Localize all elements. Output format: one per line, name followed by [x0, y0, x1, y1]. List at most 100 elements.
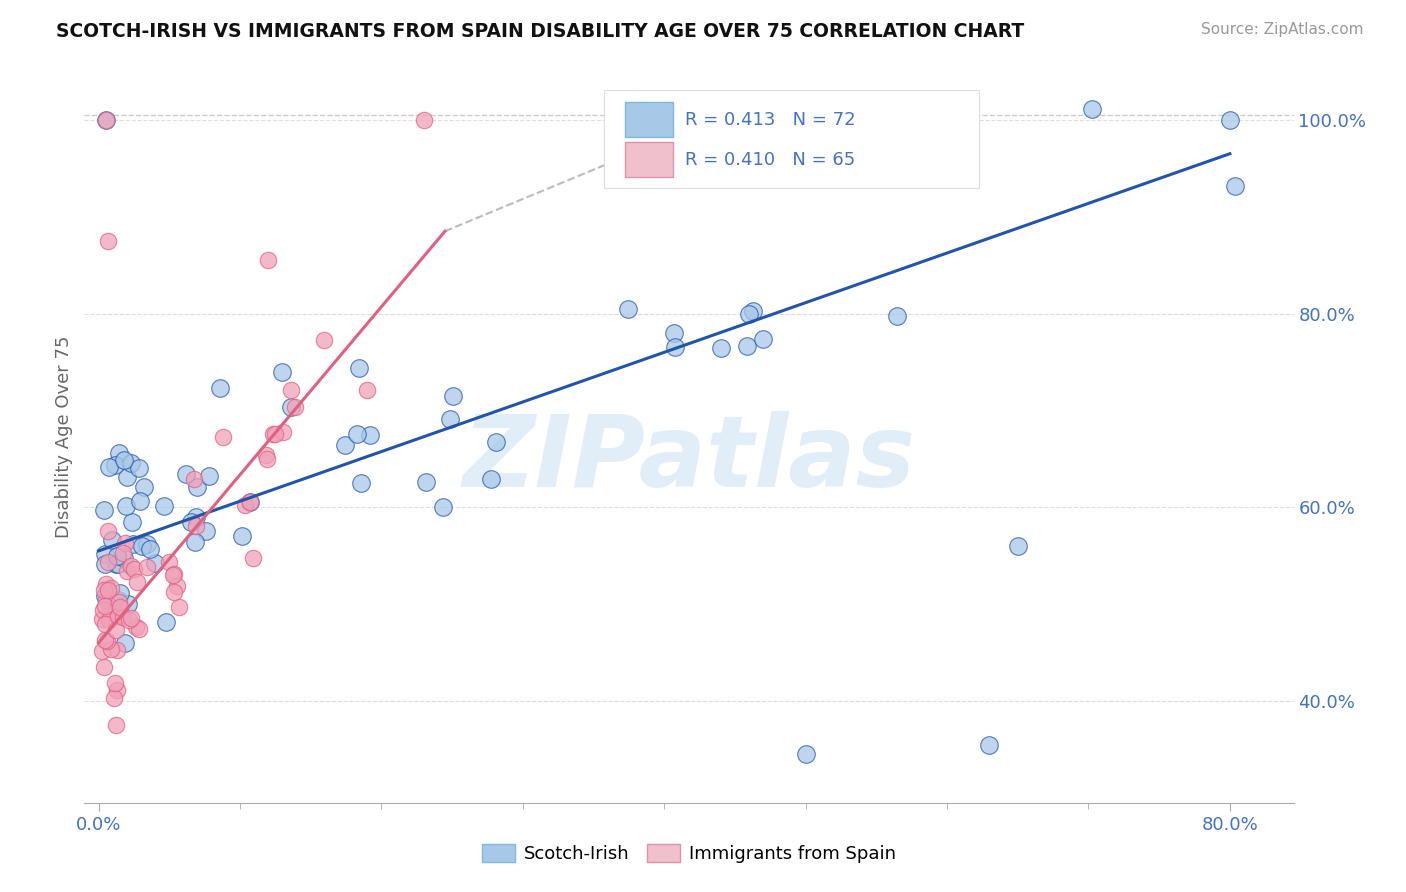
Point	[198, 469, 221, 483]
Y-axis label: Disability Age Over 75: Disability Age Over 75	[55, 335, 73, 539]
Point	[398, 820, 420, 834]
FancyBboxPatch shape	[624, 102, 673, 137]
Point	[139, 541, 162, 556]
Point	[115, 564, 138, 578]
Point	[163, 585, 186, 599]
Point	[93, 503, 115, 517]
Point	[186, 510, 208, 524]
Point	[118, 613, 141, 627]
Point	[100, 603, 122, 617]
Point	[94, 112, 117, 127]
Point	[112, 453, 135, 467]
Point	[737, 339, 759, 353]
Point	[184, 519, 207, 533]
Point	[195, 524, 218, 539]
Point	[143, 556, 166, 570]
Point	[280, 383, 302, 397]
Point	[94, 589, 117, 603]
Point	[93, 583, 115, 598]
Point	[107, 601, 129, 615]
Text: R = 0.410   N = 65: R = 0.410 N = 65	[685, 151, 856, 169]
Point	[100, 581, 122, 595]
Point	[794, 747, 817, 762]
Point	[349, 360, 371, 375]
Point	[1219, 112, 1241, 127]
Point	[738, 307, 761, 321]
Point	[104, 458, 127, 473]
Point	[439, 412, 461, 426]
Point	[96, 577, 118, 591]
Point	[121, 515, 143, 529]
Point	[90, 612, 112, 626]
Point	[346, 427, 368, 442]
Point	[273, 425, 295, 439]
Point	[664, 341, 686, 355]
Point	[131, 539, 153, 553]
Point	[233, 498, 256, 512]
Point	[101, 606, 124, 620]
Point	[662, 326, 685, 340]
Point	[96, 593, 118, 607]
Point	[94, 616, 117, 631]
Point	[314, 333, 336, 347]
Point	[114, 535, 136, 549]
Point	[239, 495, 262, 509]
Point	[136, 560, 159, 574]
Point	[93, 660, 115, 674]
Point	[107, 593, 129, 607]
Point	[359, 427, 381, 442]
Text: ZIPatlas: ZIPatlas	[463, 410, 915, 508]
Point	[97, 234, 120, 248]
Point	[231, 529, 253, 543]
Point	[128, 460, 150, 475]
Point	[153, 499, 176, 513]
Point	[108, 595, 131, 609]
Point	[105, 549, 128, 563]
Point	[356, 383, 378, 397]
Point	[183, 472, 205, 486]
Point	[122, 562, 145, 576]
Point	[120, 611, 142, 625]
Point	[479, 472, 502, 486]
Point	[135, 537, 157, 551]
Point	[155, 615, 177, 629]
Point	[254, 448, 277, 462]
Point	[742, 304, 765, 318]
Point	[132, 480, 155, 494]
Point	[110, 600, 132, 615]
Point	[100, 533, 122, 548]
Point	[163, 567, 186, 582]
Point	[262, 427, 284, 442]
Point	[104, 718, 127, 732]
Point	[120, 456, 142, 470]
Point	[128, 622, 150, 636]
Point	[271, 365, 294, 379]
Point	[94, 112, 117, 127]
Point	[122, 537, 145, 551]
Point	[176, 467, 198, 481]
Text: Source: ZipAtlas.com: Source: ZipAtlas.com	[1201, 22, 1364, 37]
Point	[159, 555, 181, 569]
Legend: Scotch-Irish, Immigrants from Spain: Scotch-Irish, Immigrants from Spain	[482, 844, 896, 863]
Point	[104, 624, 127, 638]
Point	[94, 632, 117, 647]
Point	[886, 309, 908, 323]
Point	[91, 603, 114, 617]
Point	[208, 381, 231, 395]
Point	[284, 400, 307, 414]
Point	[169, 599, 191, 614]
Point	[105, 642, 128, 657]
Point	[90, 644, 112, 658]
Point	[617, 301, 640, 316]
Point	[432, 500, 454, 514]
Point	[263, 427, 285, 442]
Point	[114, 500, 136, 514]
Point	[93, 599, 115, 614]
Point	[104, 675, 127, 690]
Point	[212, 429, 235, 443]
Point	[186, 480, 208, 494]
Point	[256, 451, 278, 466]
Point	[239, 495, 262, 509]
Point	[415, 475, 437, 489]
Point	[105, 558, 128, 572]
